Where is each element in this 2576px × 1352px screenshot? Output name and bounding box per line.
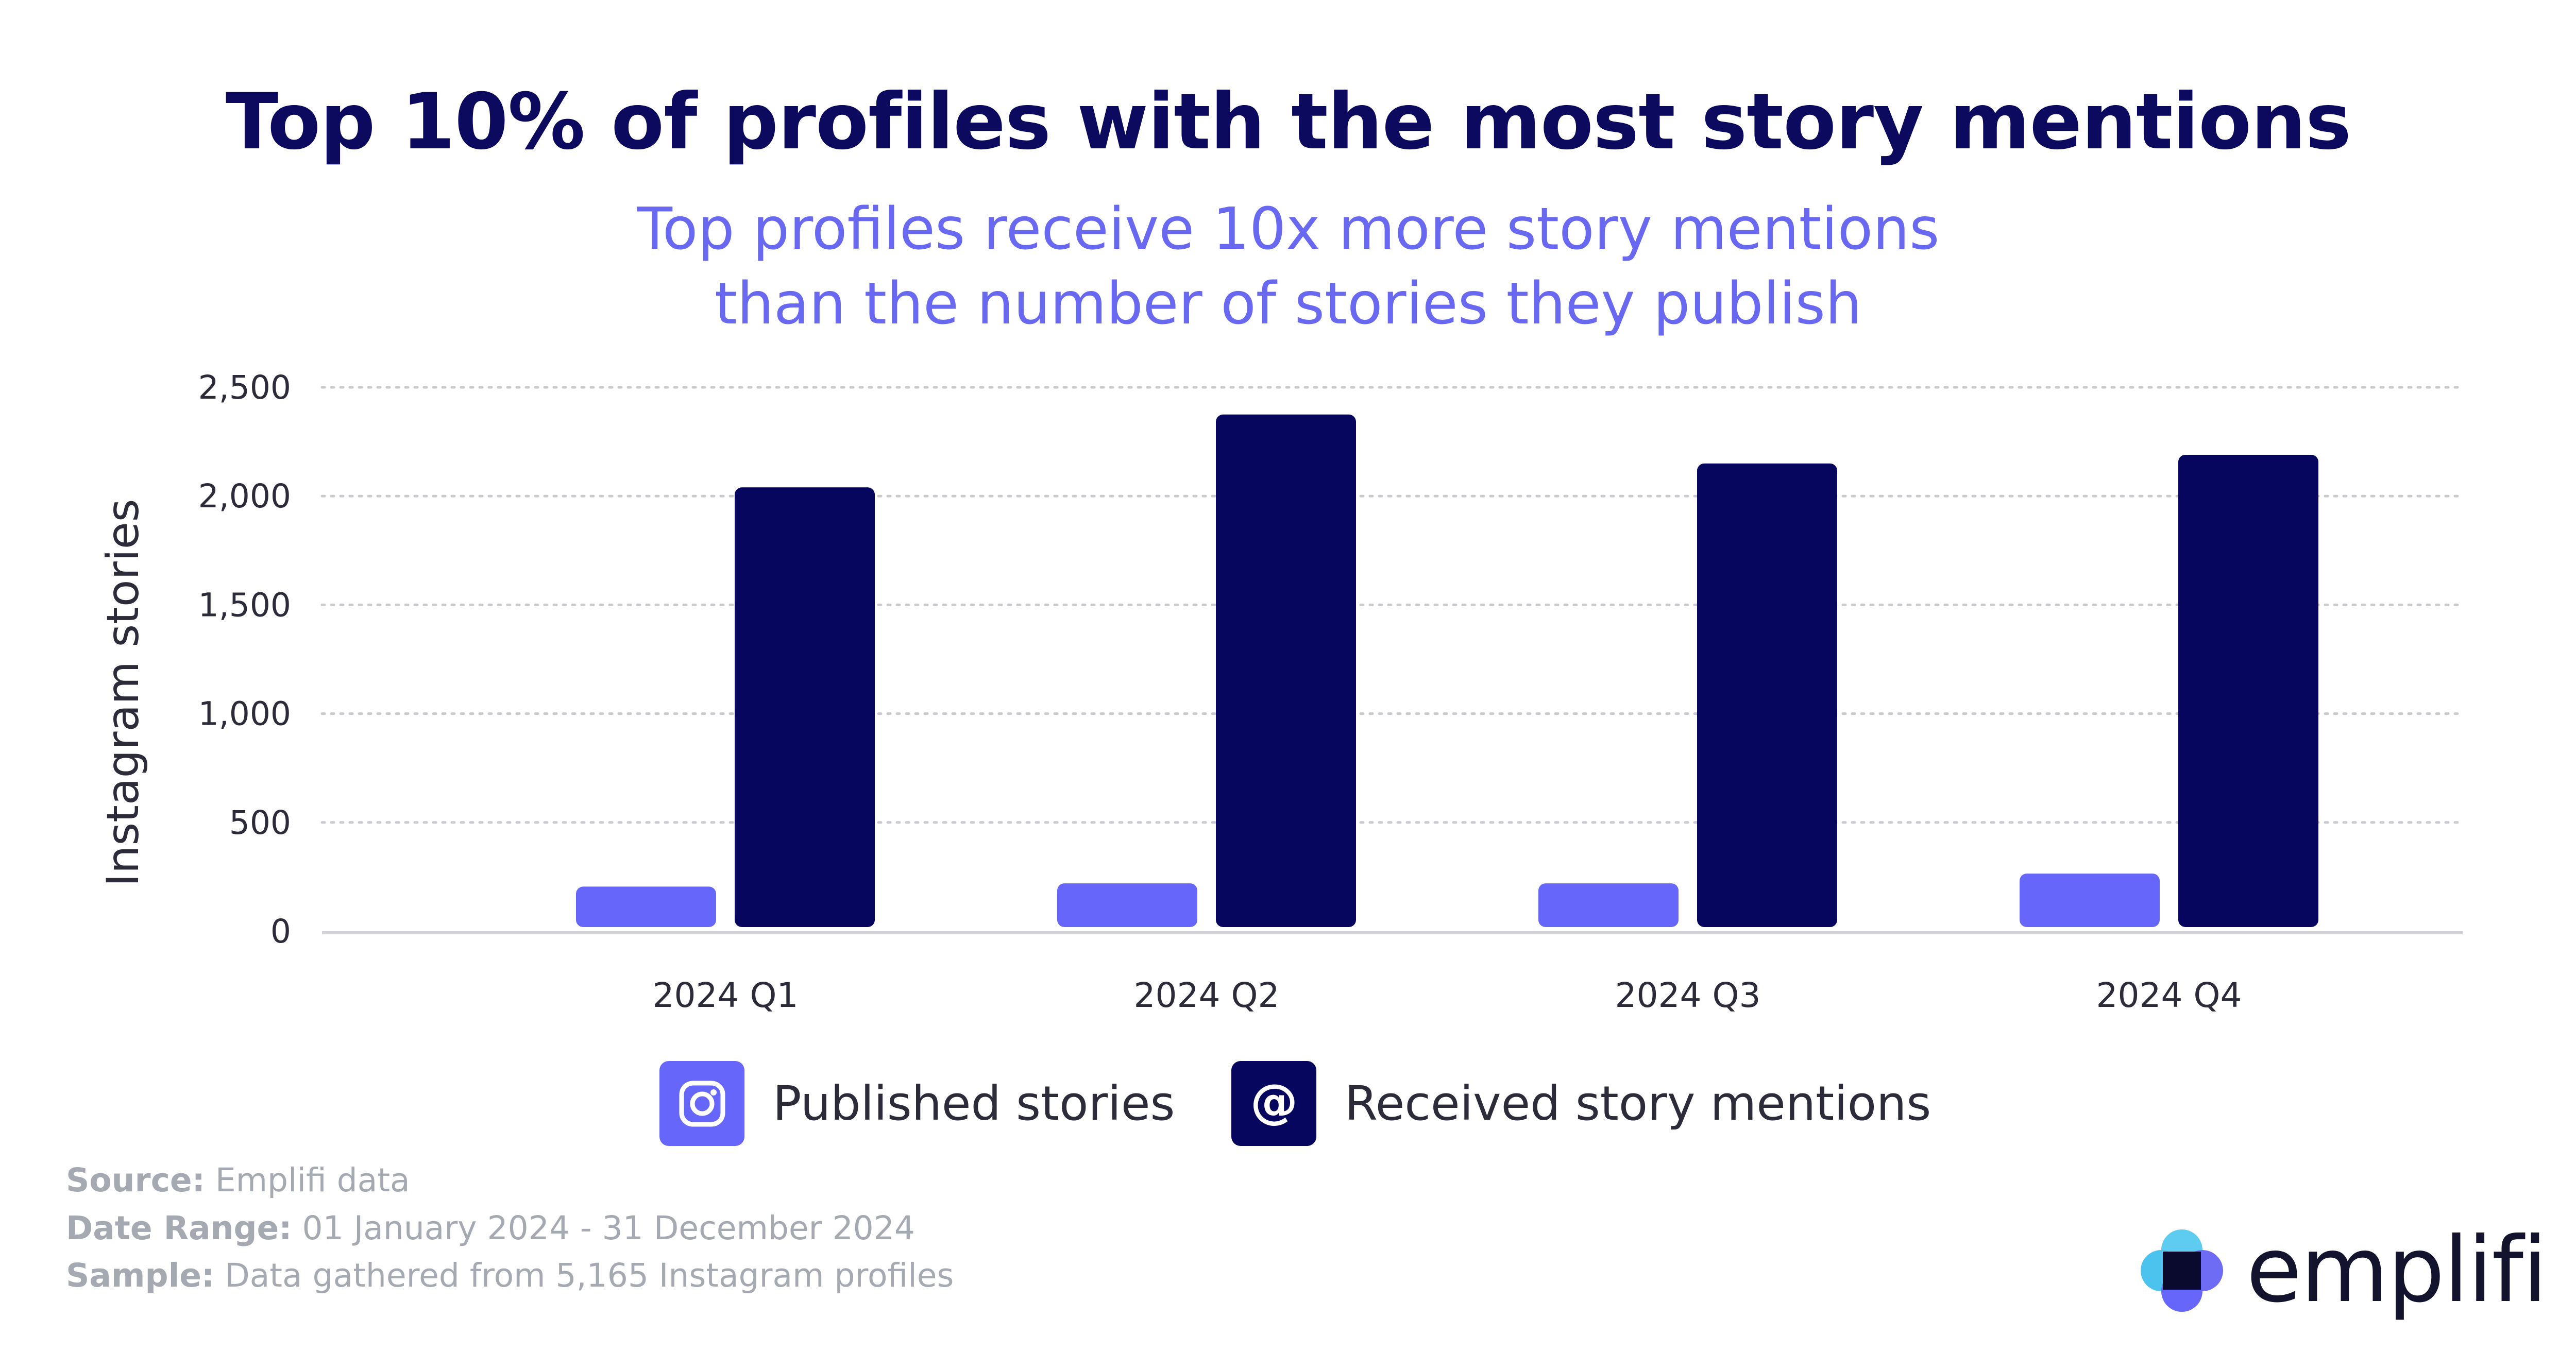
x-tick-label: 2024 Q3 — [1615, 976, 1761, 1015]
y-tick-label: 2,000 — [198, 477, 291, 515]
bar-published — [576, 886, 716, 927]
footer-range-value: 01 January 2024 - 31 December 2024 — [302, 1209, 915, 1247]
y-tick-label: 0 — [270, 913, 291, 950]
footer-source-value: Emplifi data — [215, 1161, 410, 1199]
y-tick-label: 1,500 — [198, 586, 291, 624]
x-tick-label: 2024 Q2 — [1134, 976, 1280, 1015]
footer-range-key: Date Range: — [66, 1209, 292, 1247]
x-axis-ticks: 2024 Q1 2024 Q2 2024 Q3 2024 Q4 — [653, 976, 2242, 1015]
at-sign-icon: @ — [1231, 1061, 1316, 1146]
y-axis-ticks: 0 500 1,000 1,500 2,000 2,500 — [198, 369, 291, 950]
y-tick-label: 1,000 — [198, 695, 291, 733]
legend-label-published: Published stories — [773, 1076, 1175, 1131]
brand-name: emplifi — [2246, 1218, 2548, 1323]
bars — [576, 414, 2318, 927]
bar-received — [1216, 414, 1356, 927]
y-axis-label: Instagram stories — [97, 499, 149, 887]
brand-logo: emplifi — [2138, 1218, 2548, 1323]
x-tick-label: 2024 Q1 — [653, 976, 799, 1015]
footer-source-key: Source: — [66, 1161, 205, 1199]
chart-title: Top 10% of profiles with the most story … — [225, 77, 2351, 167]
emplifi-logo-icon — [2141, 1229, 2223, 1312]
legend-label-received: Received story mentions — [1345, 1076, 1931, 1131]
chart-subtitle-line-2: than the number of stories they publish — [714, 270, 1862, 337]
bar-received — [2178, 454, 2318, 927]
footer-date-range: Date Range: 01 January 2024 - 31 Decembe… — [66, 1209, 915, 1247]
legend-item-published: Published stories — [659, 1061, 1175, 1146]
bar-received — [735, 487, 875, 927]
y-tick-label: 2,500 — [198, 369, 291, 406]
instagram-icon — [659, 1061, 744, 1146]
bar-published — [1057, 883, 1197, 927]
footer-sample-key: Sample: — [66, 1257, 215, 1294]
x-tick-label: 2024 Q4 — [2096, 976, 2242, 1015]
bar-received — [1697, 463, 1837, 927]
y-tick-label: 500 — [229, 804, 291, 842]
gridlines — [320, 386, 2464, 934]
svg-text:@: @ — [1250, 1075, 1298, 1129]
bar-published — [2020, 874, 2160, 927]
bar-published — [1538, 883, 1679, 927]
footer-sample-value: Data gathered from 5,165 Instagram profi… — [225, 1257, 954, 1294]
footer-sample: Sample: Data gathered from 5,165 Instagr… — [66, 1257, 954, 1294]
legend-item-received: @ Received story mentions — [1231, 1061, 1931, 1146]
footer-source: Source: Emplifi data — [66, 1161, 410, 1199]
chart-subtitle-line-1: Top profiles receive 10x more story ment… — [637, 196, 1940, 263]
